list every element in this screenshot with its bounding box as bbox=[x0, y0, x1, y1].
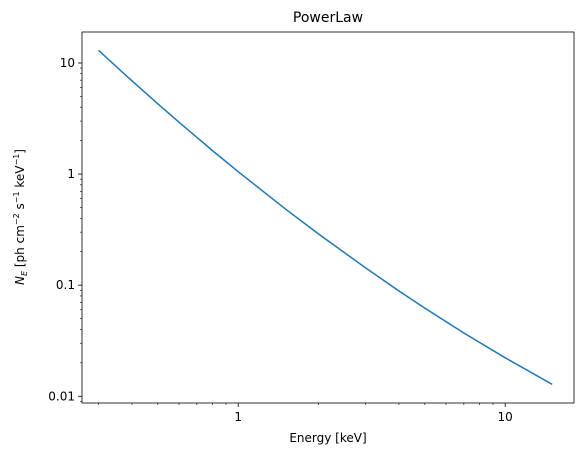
y-axis-label: NE [ph cm−2 s−1 keV−1] bbox=[12, 149, 29, 285]
y-label-part: keV bbox=[13, 165, 27, 192]
y-tick-label: 0.1 bbox=[56, 278, 75, 292]
plot-frame bbox=[81, 31, 575, 404]
x-tick-label: 10 bbox=[498, 410, 513, 424]
y-tick-label: 10 bbox=[60, 56, 75, 70]
y-label-part: [ph cm bbox=[13, 225, 27, 271]
x-tick-label: 1 bbox=[234, 410, 242, 424]
y-label-part: N bbox=[13, 276, 27, 285]
y-tick-label: 0.01 bbox=[48, 389, 75, 403]
y-label-part: −1 bbox=[12, 154, 21, 166]
y-label-part: −2 bbox=[12, 213, 21, 225]
y-label-part: s bbox=[13, 203, 27, 213]
y-label-part: ] bbox=[13, 149, 27, 154]
y-tick-label: 1 bbox=[67, 167, 75, 181]
x-axis-label: Energy [keV] bbox=[289, 431, 366, 445]
data-line bbox=[98, 49, 553, 386]
chart-title: PowerLaw bbox=[293, 10, 363, 26]
y-label-part: E bbox=[20, 270, 29, 276]
y-label-part: −1 bbox=[12, 191, 21, 203]
